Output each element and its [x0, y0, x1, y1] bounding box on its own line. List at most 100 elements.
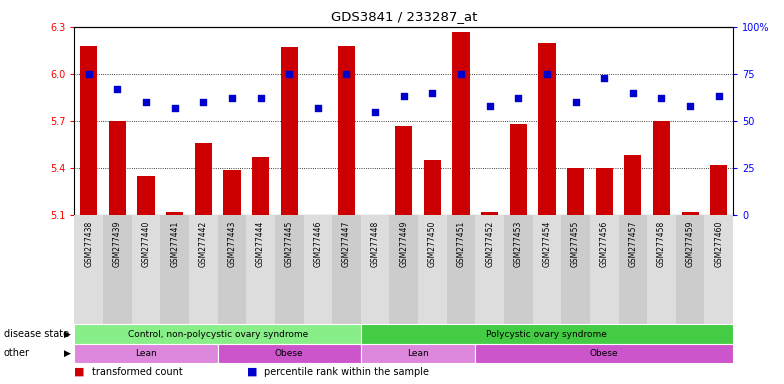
- Bar: [252, 157, 269, 215]
- Text: Control, non-polycystic ovary syndrome: Control, non-polycystic ovary syndrome: [128, 329, 308, 339]
- Text: GSM277458: GSM277458: [657, 220, 666, 267]
- Bar: [481, 212, 499, 215]
- Bar: [475, 215, 504, 324]
- Bar: [452, 31, 470, 215]
- Bar: [395, 126, 412, 215]
- Bar: [194, 143, 212, 215]
- Text: ■: ■: [74, 367, 85, 377]
- Point: [455, 71, 467, 77]
- Text: GSM277441: GSM277441: [170, 220, 180, 267]
- Bar: [74, 215, 103, 324]
- Text: Lean: Lean: [407, 349, 429, 358]
- Point: [598, 74, 611, 81]
- Point: [569, 99, 582, 105]
- Point: [655, 95, 668, 101]
- Text: ▶: ▶: [64, 329, 71, 339]
- Text: GSM277444: GSM277444: [256, 220, 265, 267]
- Bar: [246, 215, 275, 324]
- Bar: [704, 215, 733, 324]
- Bar: [624, 156, 641, 215]
- Point: [311, 105, 324, 111]
- Text: ▶: ▶: [64, 349, 71, 358]
- Point: [426, 90, 439, 96]
- Text: GSM277448: GSM277448: [371, 220, 379, 267]
- Text: GSM277456: GSM277456: [600, 220, 608, 267]
- Text: Obese: Obese: [275, 349, 303, 358]
- Text: GSM277440: GSM277440: [142, 220, 151, 267]
- Point: [340, 71, 353, 77]
- Point: [684, 103, 696, 109]
- Point: [111, 86, 124, 92]
- Bar: [532, 215, 561, 324]
- Point: [397, 93, 410, 99]
- Text: GSM277446: GSM277446: [314, 220, 322, 267]
- Text: GSM277454: GSM277454: [543, 220, 551, 267]
- Text: GSM277442: GSM277442: [199, 220, 208, 267]
- Text: GSM277455: GSM277455: [571, 220, 580, 267]
- Text: ■: ■: [247, 367, 257, 377]
- Text: GSM277445: GSM277445: [285, 220, 294, 267]
- Text: GSM277450: GSM277450: [428, 220, 437, 267]
- Text: transformed count: transformed count: [92, 367, 183, 377]
- Point: [283, 71, 296, 77]
- Point: [512, 95, 524, 101]
- Bar: [447, 215, 475, 324]
- Bar: [132, 215, 161, 324]
- Text: GSM277452: GSM277452: [485, 220, 494, 267]
- Bar: [561, 215, 590, 324]
- Text: GSM277438: GSM277438: [85, 220, 93, 267]
- Text: GSM277451: GSM277451: [456, 220, 466, 267]
- Bar: [710, 165, 728, 215]
- Point: [140, 99, 152, 105]
- Point: [541, 71, 554, 77]
- Bar: [590, 215, 619, 324]
- Bar: [596, 168, 613, 215]
- Text: disease state: disease state: [4, 329, 69, 339]
- Text: GSM277439: GSM277439: [113, 220, 122, 267]
- Text: GSM277460: GSM277460: [714, 220, 723, 267]
- Text: GSM277447: GSM277447: [342, 220, 351, 267]
- Text: GSM277459: GSM277459: [685, 220, 695, 267]
- Bar: [109, 121, 126, 215]
- Bar: [338, 46, 355, 215]
- Bar: [161, 215, 189, 324]
- Bar: [189, 215, 218, 324]
- Bar: [676, 215, 704, 324]
- Bar: [647, 215, 676, 324]
- Point: [484, 103, 496, 109]
- Bar: [418, 215, 447, 324]
- Bar: [619, 215, 647, 324]
- Bar: [681, 212, 699, 215]
- Point: [254, 95, 267, 101]
- Text: Lean: Lean: [135, 349, 157, 358]
- Text: GSM277453: GSM277453: [514, 220, 523, 267]
- Bar: [218, 215, 246, 324]
- Bar: [504, 215, 532, 324]
- Text: percentile rank within the sample: percentile rank within the sample: [264, 367, 429, 377]
- Text: GSM277449: GSM277449: [399, 220, 408, 267]
- Text: Polycystic ovary syndrome: Polycystic ovary syndrome: [487, 329, 608, 339]
- Bar: [653, 121, 670, 215]
- Bar: [303, 215, 332, 324]
- Point: [226, 95, 238, 101]
- Bar: [80, 46, 97, 215]
- Text: other: other: [4, 348, 30, 358]
- Text: GDS3841 / 233287_at: GDS3841 / 233287_at: [331, 10, 477, 23]
- Bar: [103, 215, 132, 324]
- Bar: [137, 176, 154, 215]
- Point: [368, 109, 381, 115]
- Point: [626, 90, 639, 96]
- Bar: [223, 170, 241, 215]
- Point: [713, 93, 725, 99]
- Bar: [281, 47, 298, 215]
- Bar: [332, 215, 361, 324]
- Text: GSM277457: GSM277457: [628, 220, 637, 267]
- Text: GSM277443: GSM277443: [227, 220, 237, 267]
- Bar: [539, 43, 556, 215]
- Bar: [390, 215, 418, 324]
- Bar: [510, 124, 527, 215]
- Text: Obese: Obese: [590, 349, 619, 358]
- Bar: [166, 212, 183, 215]
- Point: [82, 71, 95, 77]
- Bar: [424, 160, 441, 215]
